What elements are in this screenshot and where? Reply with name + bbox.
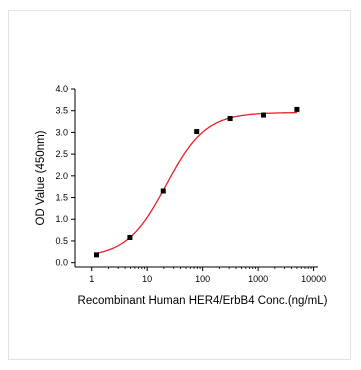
y-tick-label: 2.5	[55, 149, 68, 159]
x-tick-label: 1	[89, 274, 94, 284]
x-tick-label: 100	[195, 274, 210, 284]
y-axis-title: OD Value (450nm)	[35, 130, 47, 225]
y-tick-label: 3.0	[55, 127, 68, 137]
y-tick-label: 0.0	[55, 258, 68, 268]
data-point	[294, 106, 300, 112]
data-point	[227, 116, 233, 122]
x-tick-label: 10000	[301, 274, 326, 284]
data-point	[127, 234, 133, 240]
y-tick-label: 1.5	[55, 193, 68, 203]
x-tick-label: 1000	[248, 274, 268, 284]
y-tick-label: 3.5	[55, 106, 68, 116]
y-tick-label: 2.0	[55, 171, 68, 181]
chart-card	[8, 10, 351, 360]
data-point	[194, 129, 200, 135]
y-tick-label: 0.5	[55, 236, 68, 246]
y-tick-label: 4.0	[55, 84, 68, 94]
x-tick-label: 10	[142, 274, 152, 284]
y-tick-label: 1.0	[55, 214, 68, 224]
x-axis-title: Recombinant Human HER4/ErbB4 Conc.(ng/mL…	[78, 295, 328, 307]
data-point	[261, 112, 267, 118]
data-point	[160, 188, 166, 194]
data-point	[93, 252, 99, 258]
